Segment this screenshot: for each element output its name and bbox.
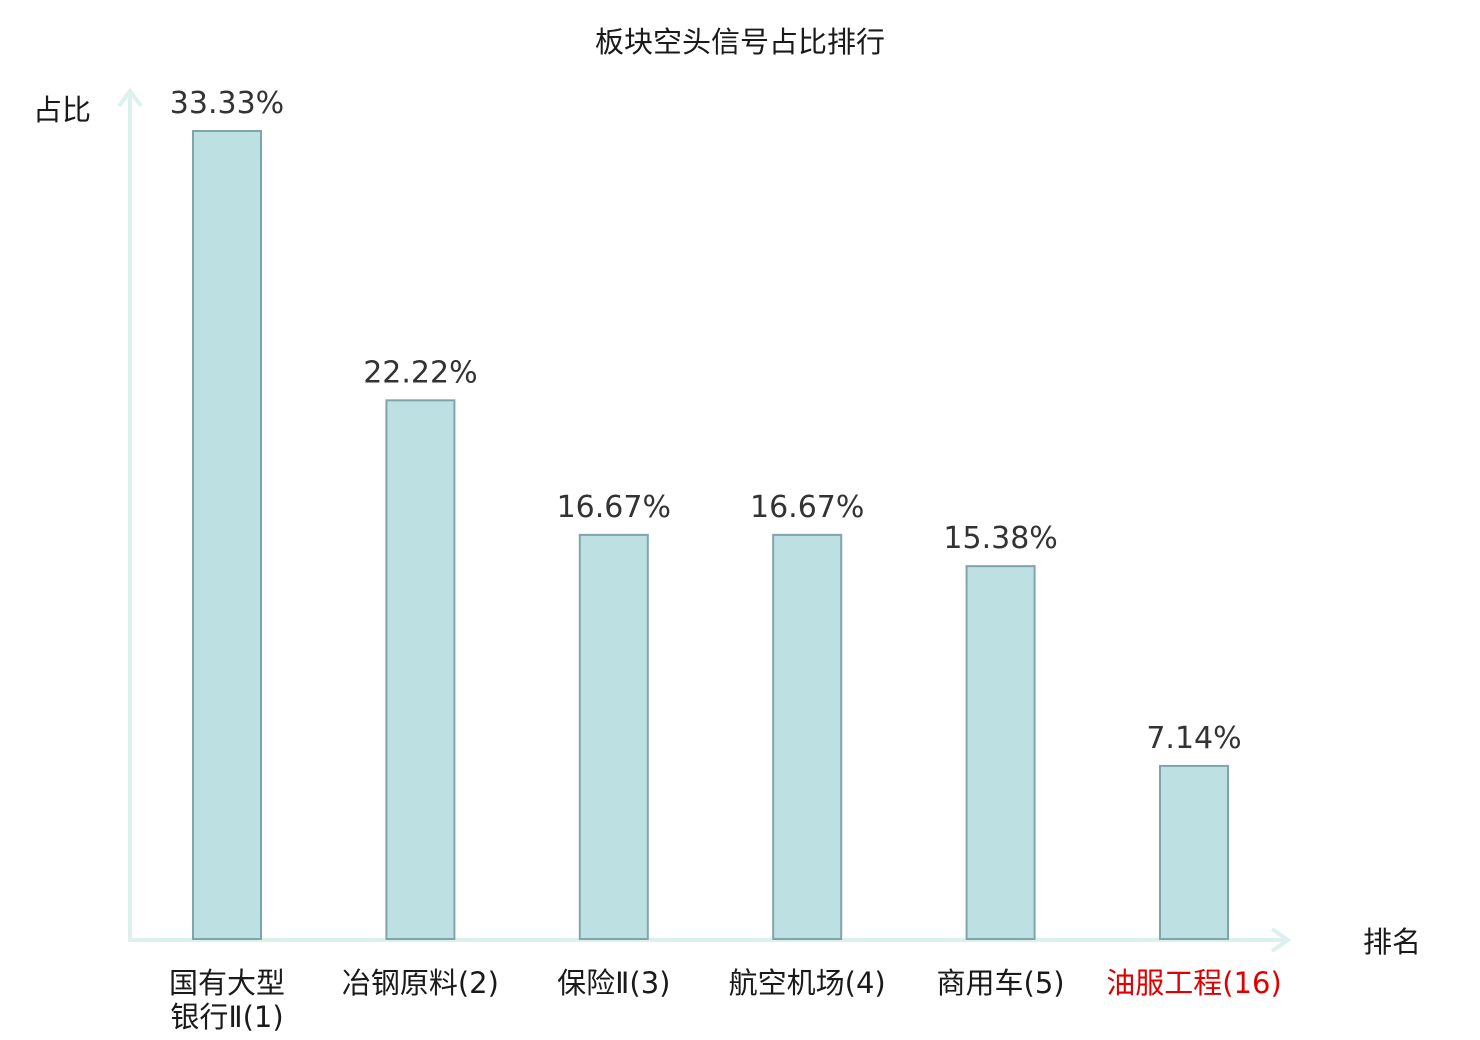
bar-5 [965, 565, 1036, 940]
value-label-5: 15.38% [943, 521, 1057, 556]
value-label-2: 22.22% [363, 355, 477, 390]
y-axis-label: 占比 [33, 93, 91, 127]
value-label-6: 7.14% [1146, 721, 1241, 756]
bar-6 [1159, 764, 1229, 941]
y-axis [117, 87, 143, 940]
category-label-line: 油服工程(16) [1106, 966, 1282, 1000]
y-axis-arrow-icon [117, 87, 143, 108]
value-label-3: 16.67% [557, 490, 671, 525]
category-label-line: 商用车(5) [937, 966, 1065, 1000]
category-label-5: 商用车(5) [937, 966, 1065, 1000]
bars [192, 130, 1229, 941]
category-label-line: 航空机场(4) [729, 966, 886, 1000]
category-label-line: 国有大型 [169, 966, 285, 1000]
category-labels: 国有大型银行Ⅱ(1) 冶钢原料(2) 保险Ⅱ(3) 航空机场(4) 商用车(5) 油服工程… [169, 966, 1282, 1034]
x-axis [128, 927, 1292, 953]
category-label-line: 银行Ⅱ(1) [170, 1000, 283, 1034]
bar-4 [772, 533, 843, 940]
category-label-line: 冶钢原料(2) [342, 966, 499, 1000]
bar-2 [385, 399, 456, 941]
value-labels: 33.33% 22.22% 16.67% 16.67% 15.38% 7.14% [170, 86, 1242, 756]
x-axis-arrow-icon [1270, 927, 1292, 953]
x-axis-label: 排名 [1363, 925, 1421, 959]
bar-1 [192, 130, 262, 940]
category-label-4: 航空机场(4) [729, 966, 886, 1000]
value-label-1: 33.33% [170, 86, 284, 121]
category-label-2: 冶钢原料(2) [342, 966, 499, 1000]
category-label-6: 油服工程(16) [1106, 966, 1282, 1000]
category-label-3: 保险Ⅱ(3) [557, 966, 670, 1000]
category-label-line: 保险Ⅱ(3) [557, 966, 670, 1000]
chart-title: 板块空头信号占比排行 [595, 25, 885, 59]
value-label-4: 16.67% [750, 490, 864, 525]
bar-3 [578, 533, 649, 940]
category-label-1: 国有大型银行Ⅱ(1) [169, 966, 285, 1034]
